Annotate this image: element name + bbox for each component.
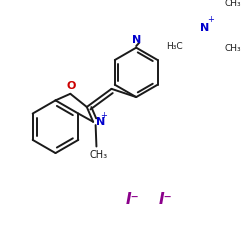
Text: N: N [200, 23, 210, 33]
Text: +: + [100, 111, 107, 120]
Text: CH₃: CH₃ [89, 150, 107, 160]
Text: I⁻: I⁻ [125, 192, 139, 207]
Text: N: N [132, 35, 141, 45]
Text: N: N [96, 117, 105, 127]
Text: H₃C: H₃C [166, 42, 183, 51]
Text: I⁻: I⁻ [158, 192, 172, 207]
Text: CH₃: CH₃ [224, 44, 241, 54]
Text: CH₃: CH₃ [224, 0, 241, 8]
Text: +: + [207, 15, 214, 24]
Text: O: O [66, 81, 76, 91]
